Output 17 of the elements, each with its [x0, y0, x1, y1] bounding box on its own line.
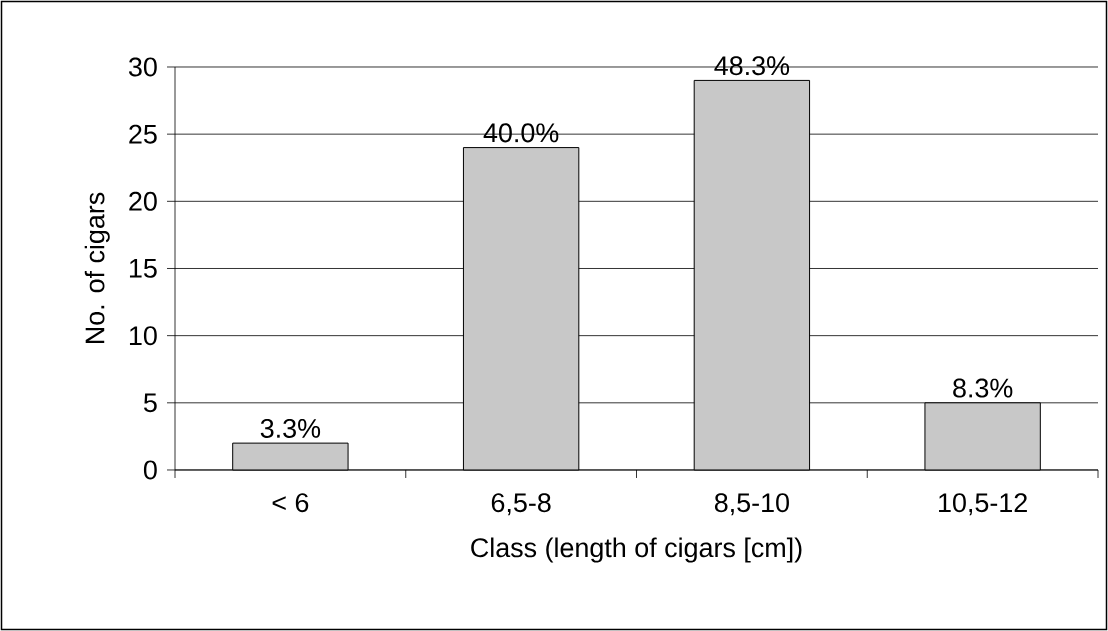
y-tick-label: 10 — [129, 326, 157, 346]
x-tick-label: < 6 — [272, 493, 309, 513]
x-tick-label: 6,5-8 — [491, 493, 551, 516]
annotation: 48.3% — [714, 56, 790, 76]
annotation: 3.3% — [260, 418, 321, 438]
x-tick-label: 8,5-10 — [714, 493, 789, 516]
y-axis-title: No. of cigars — [84, 192, 110, 344]
y-tick-label: 20 — [129, 191, 157, 211]
annotation: 8.3% — [953, 378, 1013, 398]
y-tick-label: 25 — [129, 124, 157, 144]
y-tick-label: 5 — [143, 393, 157, 413]
x-axis-title: Class (length of cigars [cm]) — [471, 537, 802, 563]
y-tick-label: 30 — [128, 57, 157, 77]
y-tick-label: 0 — [143, 460, 157, 480]
annotation: 40.0% — [483, 123, 559, 143]
x-tick-label: 10,5-12 — [939, 493, 1027, 516]
y-tick-label: 15 — [129, 259, 157, 278]
